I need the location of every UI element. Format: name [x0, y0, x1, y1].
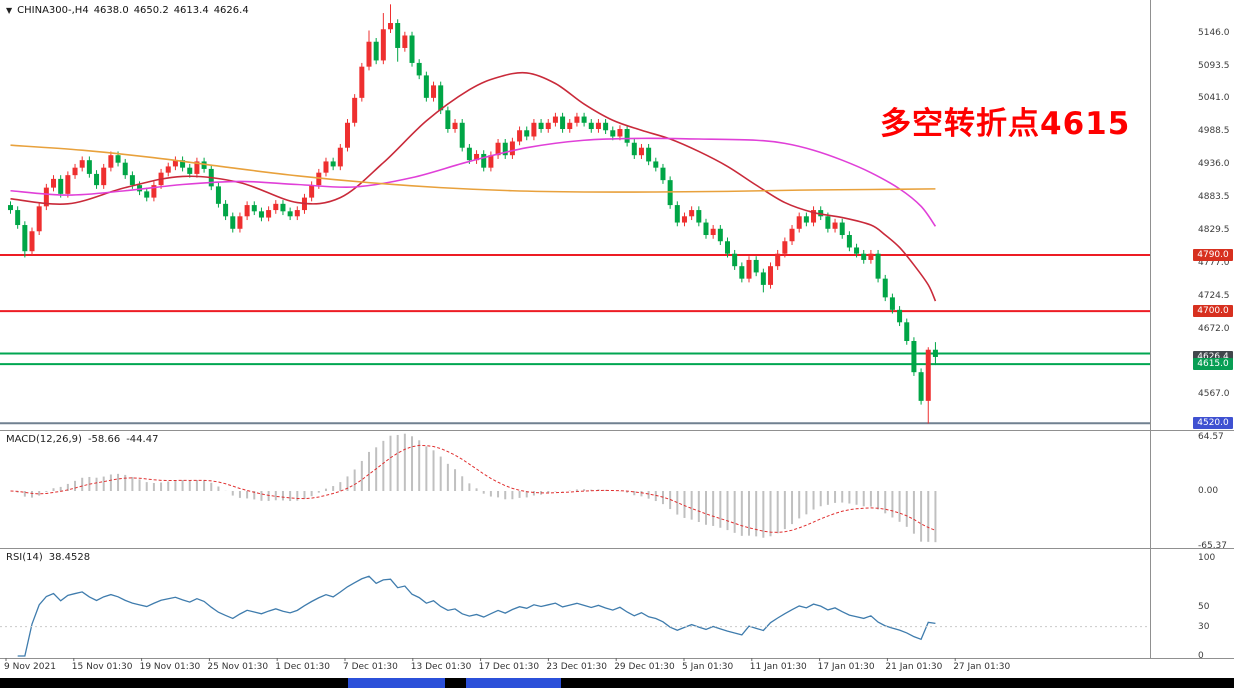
rsi-line: [0, 575, 1150, 657]
time-axis-label: 25 Nov 01:30: [207, 662, 269, 672]
time-axis-label: 23 Dec 01:30: [546, 662, 607, 672]
macd-indicator-label: MACD(12,26,9) -58.66 -44.47: [6, 434, 164, 445]
macd-histogram: [16, 433, 937, 543]
ohlc-high: 4650.2: [133, 5, 169, 16]
price-tag-4700.0: 4700.0: [1193, 305, 1233, 318]
price-axis-label: 4883.5: [1198, 191, 1230, 202]
time-axis-label: 13 Dec 01:30: [410, 662, 472, 672]
time-axis-label: 5 Jan 01:30: [682, 662, 734, 672]
rsi-value: 38.4528: [48, 552, 91, 563]
taskbar: [0, 678, 1234, 688]
time-axis-label: 17 Jan 01:30: [817, 662, 875, 672]
taskbar-app-segment[interactable]: [466, 678, 561, 688]
price-tag-4520.0: 4520.0: [1193, 417, 1233, 430]
price-axis-label: 5093.5: [1198, 60, 1230, 71]
time-axis-label: 17 Dec 01:30: [478, 662, 540, 672]
time-axis-label: 1 Dec 01:30: [275, 662, 330, 672]
price-axis-label: 4777.0: [1198, 258, 1230, 269]
time-axis-label: 7 Dec 01:30: [343, 662, 398, 672]
price-tag-4790.0: 4790.0: [1193, 248, 1233, 261]
macd-name: MACD(12,26,9): [6, 434, 82, 445]
ma-fast-red: [10, 71, 937, 302]
chart-symbol-header: ▼ CHINA300-,H4 4638.0 4650.2 4613.4 4626.4: [6, 5, 254, 16]
rsi-axis-label: 30: [1198, 621, 1210, 632]
price-tag-4615.0: 4615.0: [1193, 358, 1233, 371]
taskbar-app-segment[interactable]: [348, 678, 445, 688]
price-axis-label: 4829.5: [1198, 225, 1230, 236]
candlestick-series: [8, 4, 938, 424]
time-axis-label: 27 Jan 01:30: [953, 662, 1011, 672]
macd-signal-line: [10, 444, 936, 533]
time-axis-label: 9 Nov 2021: [4, 662, 56, 672]
horizontal-lines: [0, 253, 1150, 425]
macd-main-value: -58.66: [87, 434, 121, 445]
time-axis-label: 29 Dec 01:30: [614, 662, 675, 672]
macd-axis-label: -65.37: [1198, 540, 1228, 551]
macd-axis-label: 64.57: [1198, 432, 1224, 442]
ohlc-low: 4613.4: [173, 5, 209, 16]
price-axis-label: 4672.0: [1198, 323, 1230, 334]
time-axis-label: 11 Jan 01:30: [749, 662, 807, 672]
annotation-text: 多空转折点4615: [880, 106, 1131, 142]
price-axis-label: 4936.0: [1198, 158, 1230, 169]
macd-signal-value: -44.47: [126, 434, 159, 445]
panel-borders: [0, 0, 1234, 659]
ma-long-orange: [10, 144, 936, 193]
price-axis-label: 5146.0: [1198, 28, 1230, 38]
time-axis-label: 19 Nov 01:30: [139, 662, 201, 672]
rsi-axis-label: 0: [1198, 651, 1204, 661]
price-axis-label: 4724.5: [1198, 290, 1230, 301]
ma-slow-magenta: [10, 137, 937, 227]
time-axis-label: 15 Nov 01:30: [71, 662, 133, 672]
rsi-indicator-label: RSI(14) 38.4528: [6, 552, 96, 563]
time-axis-label: 21 Jan 01:30: [885, 662, 943, 672]
rsi-axis-label: 100: [1198, 553, 1216, 563]
ohlc-close: 4626.4: [213, 5, 249, 16]
symbol-timeframe: CHINA300-,H4: [17, 5, 89, 16]
ohlc-open: 4638.0: [93, 5, 129, 16]
rsi-name: RSI(14): [6, 552, 43, 563]
price-axis-label: 4988.5: [1198, 126, 1230, 137]
macd-axis-label: 0.00: [1198, 486, 1219, 496]
time-ticks: [5, 658, 956, 661]
price-axis-label: 4567.0: [1198, 389, 1230, 399]
symbol-dropdown-icon[interactable]: ▼: [6, 6, 13, 15]
rsi-axis-label: 50: [1198, 602, 1210, 612]
price-axis-label: 5041.0: [1198, 93, 1230, 104]
